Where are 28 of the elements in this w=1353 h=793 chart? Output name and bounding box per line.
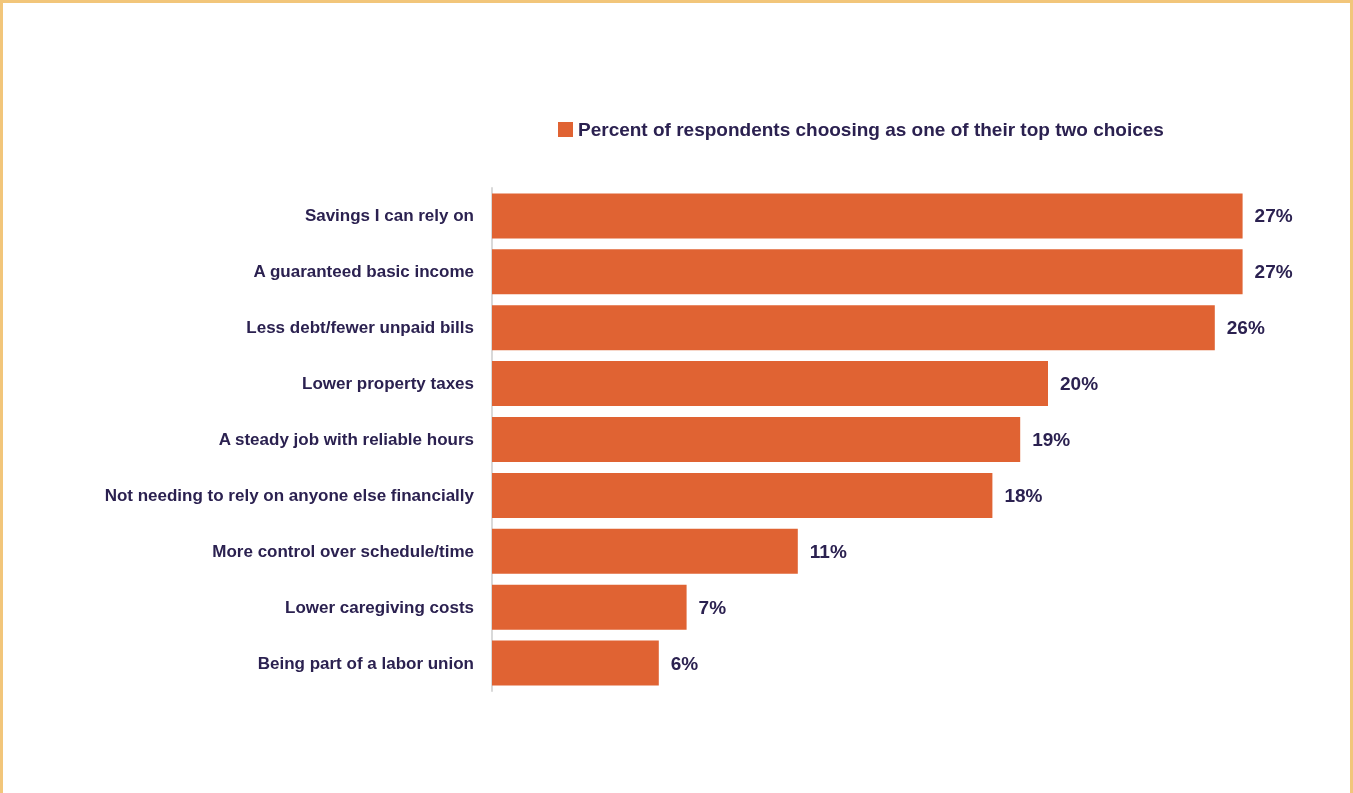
y-tick-label: A steady job with reliable hours xyxy=(218,430,474,449)
y-tick-label: Lower property taxes xyxy=(302,374,474,394)
data-label: 26% xyxy=(1226,317,1265,339)
y-tick-label: Savings I can rely on xyxy=(304,206,474,226)
bar xyxy=(492,361,1048,407)
data-label: 18% xyxy=(1004,484,1043,506)
data-label: 11% xyxy=(809,540,847,562)
y-tick-label: Lower caregiving costs xyxy=(285,597,474,617)
y-tick-label: Less debt/fewer unpaid bills xyxy=(246,318,474,338)
y-tick-label: Not needing to rely on anyone else financially xyxy=(104,485,475,505)
bar xyxy=(492,417,1021,462)
bar xyxy=(492,584,687,630)
bar xyxy=(492,528,798,574)
bar xyxy=(492,305,1215,351)
bar xyxy=(492,193,1243,239)
data-label: 27% xyxy=(1254,261,1293,283)
y-tick-label: Being part of a labor union xyxy=(257,653,474,673)
data-label: 19% xyxy=(1032,429,1071,450)
data-label: 27% xyxy=(1254,205,1293,227)
bar xyxy=(492,472,993,518)
y-tick-label: More control over schedule/time xyxy=(212,541,474,561)
bar xyxy=(492,249,1243,295)
data-label: 20% xyxy=(1060,373,1099,395)
legend-label: Percent of respondents choosing as one of their top two choices xyxy=(578,119,1164,140)
y-tick-label: A guaranteed basic income xyxy=(253,262,474,282)
bar xyxy=(492,640,659,686)
data-label: 7% xyxy=(698,596,727,618)
data-label: 6% xyxy=(670,652,699,674)
